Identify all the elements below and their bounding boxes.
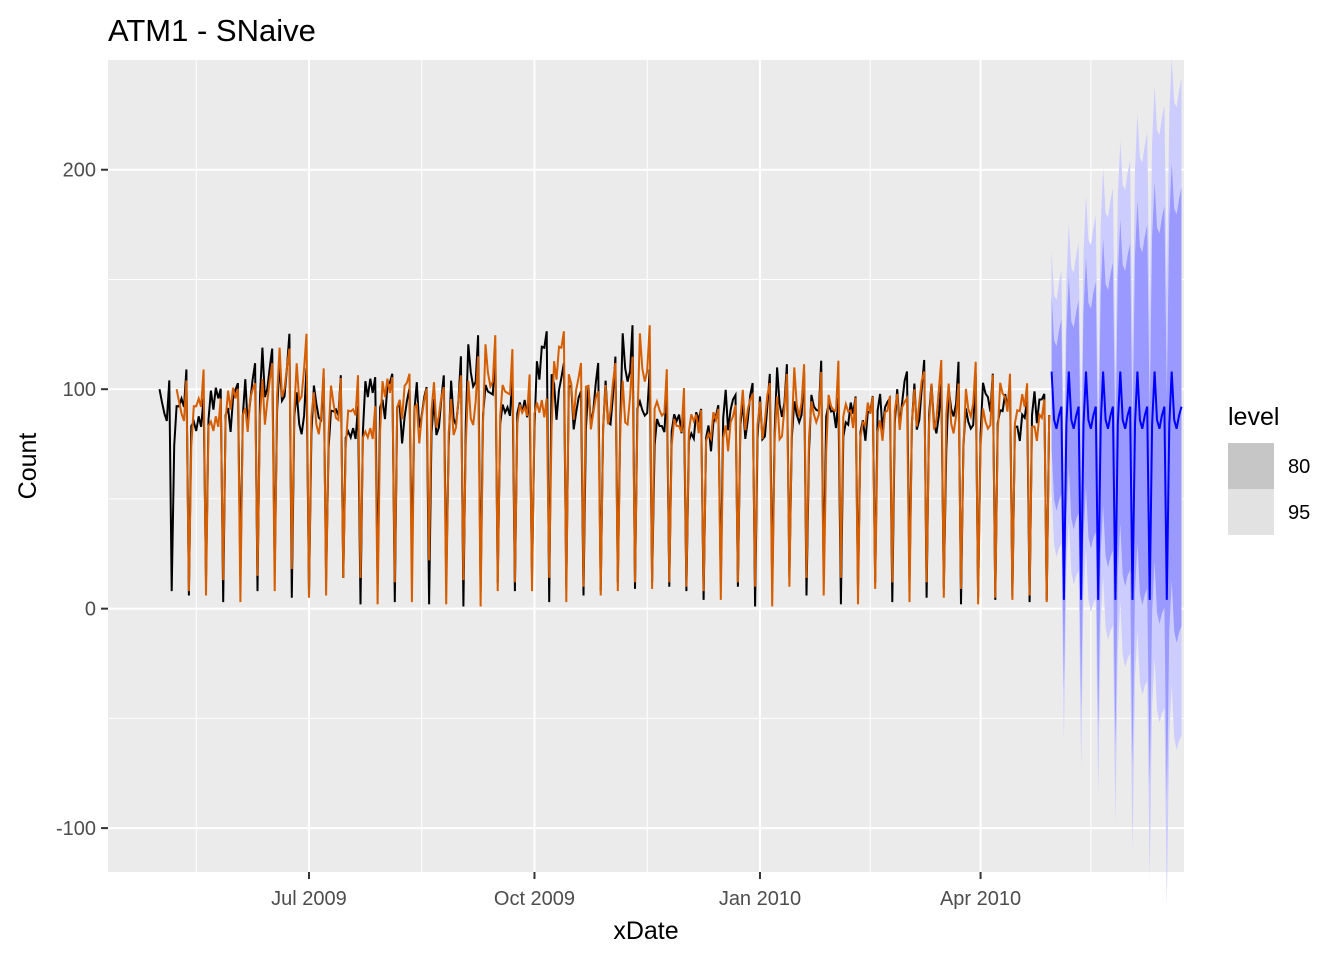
chart-title: ATM1 - SNaive bbox=[108, 13, 316, 48]
y-tick-label: 0 bbox=[85, 599, 96, 621]
legend-key-80 bbox=[1228, 443, 1274, 489]
forecast-line bbox=[1050, 371, 1183, 600]
y-tick-label: 100 bbox=[63, 379, 96, 401]
legend-label-95: 95 bbox=[1288, 502, 1310, 524]
fitted-line bbox=[175, 325, 1051, 607]
legend-label-80: 80 bbox=[1288, 456, 1310, 478]
x-tick-label: Apr 2010 bbox=[940, 888, 1021, 910]
y-tick-label: 200 bbox=[63, 160, 96, 182]
x-tick-label: Oct 2009 bbox=[494, 888, 575, 910]
x-axis-title: xDate bbox=[613, 917, 678, 945]
y-axis: -100 0 100 200 bbox=[56, 160, 108, 840]
x-tick-label: Jan 2010 bbox=[719, 888, 801, 910]
legend-title: level bbox=[1228, 403, 1279, 431]
plot-panel bbox=[108, 60, 1184, 872]
legend-key-95 bbox=[1228, 489, 1274, 535]
y-tick-label: -100 bbox=[56, 818, 96, 840]
series-lines bbox=[158, 325, 1183, 607]
x-axis: Jul 2009 Oct 2009 Jan 2010 Apr 2010 bbox=[271, 872, 1021, 910]
legend: level 80 95 bbox=[1228, 403, 1310, 535]
y-axis-title: Count bbox=[14, 433, 42, 500]
x-tick-label: Jul 2009 bbox=[271, 888, 347, 910]
